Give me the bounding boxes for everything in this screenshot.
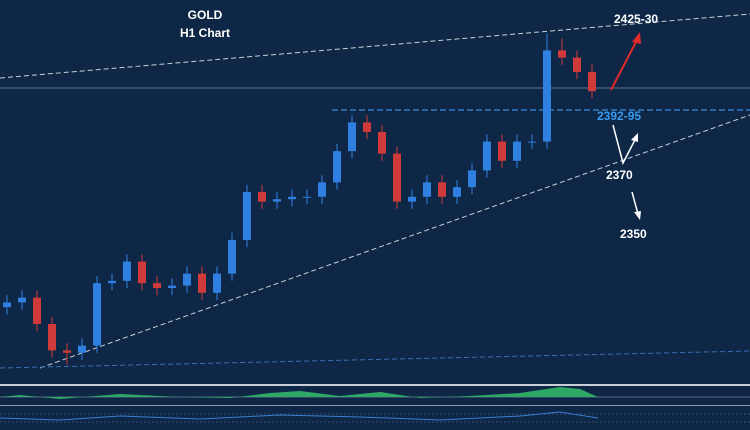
candle-body <box>483 141 491 171</box>
candle-body <box>93 283 101 346</box>
arrow-head <box>631 133 638 142</box>
candle-body <box>588 72 596 92</box>
arrow-head <box>632 32 641 44</box>
candle-body <box>438 182 446 197</box>
candle-body <box>243 192 251 240</box>
annotation: 2425-30 <box>614 12 658 26</box>
candle-body <box>543 50 551 142</box>
candle-body <box>228 240 236 274</box>
indicator-histogram <box>0 387 598 399</box>
candle-body <box>108 280 116 284</box>
candle-body <box>138 261 146 284</box>
trend-line <box>39 114 750 369</box>
panel-border <box>0 384 750 386</box>
candle-body <box>363 122 371 132</box>
candle-body <box>273 199 281 202</box>
candle-body <box>153 283 161 288</box>
candle-body <box>198 273 206 293</box>
candles <box>3 33 596 365</box>
candle-body <box>558 50 566 58</box>
candle-body <box>408 196 416 202</box>
candle-body <box>18 297 26 303</box>
candle-body <box>393 153 401 202</box>
candle-body <box>498 141 506 161</box>
arrow <box>612 124 637 166</box>
arrow <box>631 191 639 215</box>
candle-body <box>33 297 41 324</box>
candle-body <box>468 170 476 188</box>
candle-body <box>183 273 191 286</box>
arrow <box>610 39 638 91</box>
candle-body <box>318 182 326 197</box>
candle-body <box>78 345 86 353</box>
annotation: 2370 <box>606 168 633 182</box>
annotation: 2392-95 <box>597 109 641 123</box>
lower-line <box>0 350 750 369</box>
candle-body <box>333 151 341 183</box>
candle-body <box>63 350 71 353</box>
candle-body <box>423 182 431 197</box>
candle-body <box>48 324 56 351</box>
candle-body <box>123 261 131 281</box>
annotation: 2350 <box>620 227 647 241</box>
oscillator-line <box>0 411 599 421</box>
candle-body <box>378 132 386 154</box>
candle-body <box>3 302 11 308</box>
chart-title: GOLD <box>188 8 223 22</box>
candle-body <box>213 273 221 293</box>
candle-body <box>288 196 296 200</box>
candle-body <box>573 57 581 72</box>
candle-body <box>513 141 521 161</box>
chart-subtitle: H1 Chart <box>180 26 230 40</box>
candle-body <box>453 187 461 197</box>
panel-border <box>0 405 750 406</box>
candle-body <box>303 196 311 198</box>
candle-body <box>528 141 536 143</box>
arrow-head <box>634 211 641 220</box>
candle-body <box>168 285 176 288</box>
channel-line <box>0 13 750 79</box>
candle-body <box>348 122 356 152</box>
candle-body <box>258 192 266 202</box>
